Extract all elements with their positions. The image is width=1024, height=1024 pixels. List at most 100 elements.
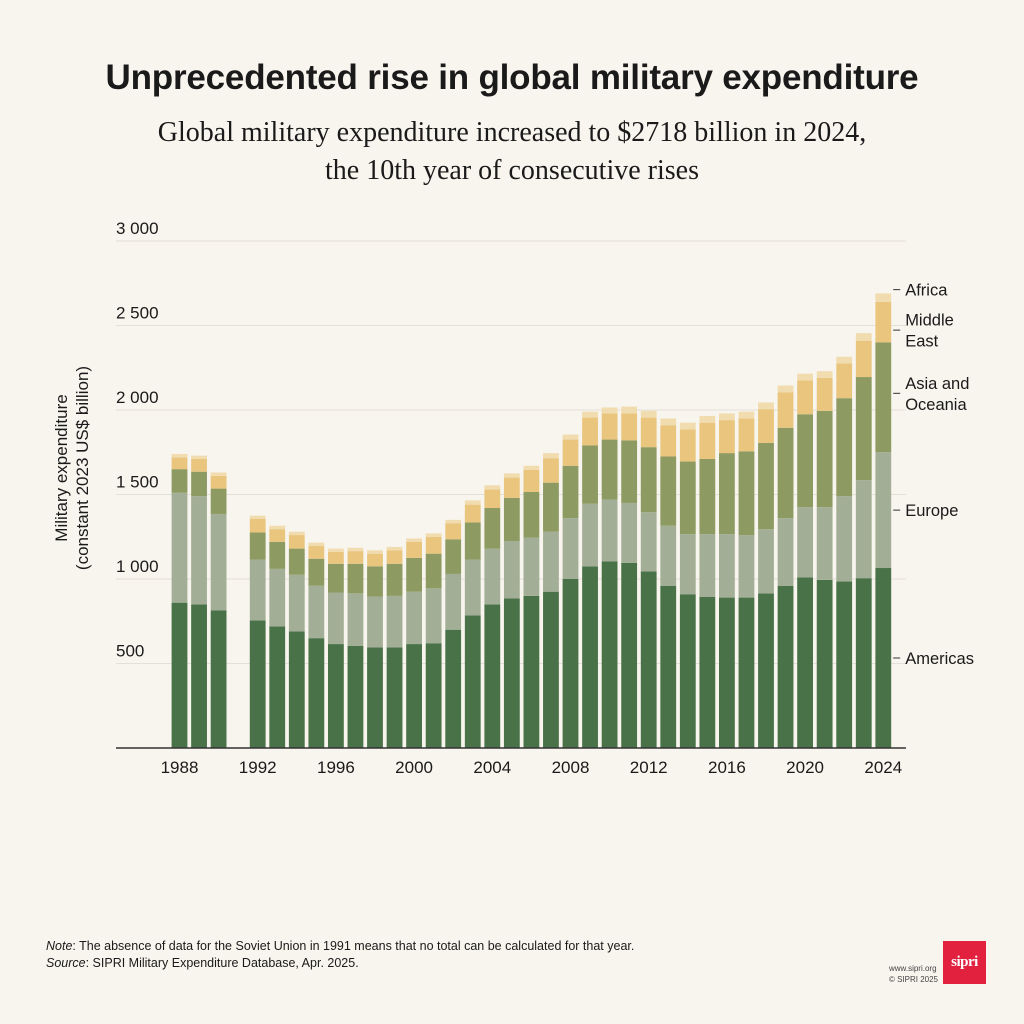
x-tick-label: 2004	[473, 758, 511, 777]
x-tick-label: 1992	[239, 758, 277, 777]
bar-segment-middle-east	[406, 541, 422, 558]
bar-segment-asia-and-oceania	[621, 440, 638, 503]
bar-segment-middle-east	[719, 420, 735, 454]
bar-segment-europe	[582, 503, 598, 567]
x-tick-label: 2008	[552, 758, 590, 777]
bar-segment-africa	[249, 515, 266, 520]
bar-segment-asia-and-oceania	[328, 563, 344, 593]
bar-segment-americas	[367, 647, 383, 748]
bar-segment-middle-east	[464, 504, 481, 523]
bar-segment-asia-and-oceania	[543, 482, 559, 532]
bar-segment-asia-and-oceania	[640, 447, 657, 513]
bar-segment-europe	[699, 534, 716, 597]
bar-segment-americas	[249, 620, 266, 748]
bar-segment-middle-east	[543, 458, 559, 483]
bar-segment-americas	[171, 602, 188, 748]
bar-segment-middle-east	[503, 477, 520, 498]
bar-segment-europe	[543, 531, 559, 592]
bar-segment-middle-east	[484, 489, 501, 509]
chart-subtitle: Global military expenditure increased to…	[62, 114, 962, 190]
bar-segment-americas	[523, 595, 540, 748]
bar-segment-asia-and-oceania	[249, 532, 266, 560]
bar-segment-americas	[191, 604, 207, 748]
bar-segment-americas	[210, 610, 227, 748]
bar-segment-middle-east	[347, 551, 364, 564]
bar-segment-europe	[601, 499, 618, 562]
bar-segment-middle-east	[523, 469, 540, 492]
bar-segment-europe	[679, 534, 696, 595]
bar-segment-europe	[249, 559, 266, 621]
bar-segment-europe	[758, 529, 774, 594]
bar-segment-africa	[582, 411, 598, 418]
bar-segment-middle-east	[679, 429, 696, 462]
bar-segment-middle-east	[640, 417, 657, 448]
bar-segment-asia-and-oceania	[719, 453, 735, 535]
bar-segment-asia-and-oceania	[836, 398, 853, 497]
bar-segment-middle-east	[855, 340, 872, 378]
bar-segment-africa	[855, 333, 872, 341]
bar-segment-americas	[582, 566, 598, 748]
bar-segment-asia-and-oceania	[758, 442, 774, 530]
bar-segment-middle-east	[836, 363, 853, 399]
bar-segment-africa	[797, 373, 813, 381]
bar-segment-asia-and-oceania	[738, 451, 755, 536]
bar-segment-africa	[679, 422, 696, 430]
bar-segment-asia-and-oceania	[269, 541, 286, 569]
bar-segment-europe	[640, 512, 657, 572]
bar-segment-africa	[406, 538, 422, 542]
bar-segment-americas	[288, 631, 305, 748]
bar-segment-asia-and-oceania	[406, 557, 422, 592]
bar-segment-americas	[386, 647, 403, 748]
bar-segment-europe	[171, 492, 188, 603]
bar-segment-asia-and-oceania	[523, 491, 540, 538]
bar-segment-middle-east	[445, 523, 462, 540]
legend-label-middle-east: Middle East	[905, 312, 954, 351]
bar-segment-middle-east	[269, 529, 286, 542]
bar-segment-americas	[816, 579, 833, 748]
bar-segment-americas	[777, 585, 794, 748]
bar-segment-middle-east	[582, 417, 598, 446]
bar-segment-middle-east	[386, 550, 403, 564]
bar-segment-americas	[699, 596, 716, 748]
bar-segment-asia-and-oceania	[660, 456, 677, 526]
y-tick-label: 3 000	[116, 219, 159, 238]
legend-label-europe: Europe	[905, 502, 958, 520]
bar-segment-asia-and-oceania	[582, 445, 598, 504]
subtitle-line-1: Global military expenditure increased to…	[157, 117, 867, 148]
bar-segment-europe	[738, 535, 755, 598]
bar-segment-africa	[464, 500, 481, 505]
bar-segment-americas	[601, 561, 618, 748]
bar-segment-middle-east	[660, 425, 677, 457]
bar-segment-asia-and-oceania	[386, 563, 403, 596]
bar-segment-middle-east	[621, 413, 638, 441]
bar-segment-africa	[699, 415, 716, 423]
bar-segment-middle-east	[367, 553, 383, 567]
bar-segment-americas	[875, 568, 892, 748]
x-tick-label: 2020	[786, 758, 824, 777]
bar-segment-americas	[445, 629, 462, 748]
bar-segment-middle-east	[875, 301, 892, 343]
bar-segment-africa	[660, 418, 677, 426]
bar-segment-europe	[523, 537, 540, 596]
bar-segment-europe	[445, 573, 462, 630]
bar-segment-americas	[308, 638, 325, 748]
bar-segment-europe	[875, 452, 892, 569]
bar-segment-americas	[425, 643, 442, 748]
bar-segment-europe	[777, 518, 794, 586]
bar-segment-europe	[328, 592, 344, 645]
bar-segment-asia-and-oceania	[464, 522, 481, 560]
bar-segment-africa	[777, 385, 794, 393]
bar-segment-europe	[816, 507, 833, 580]
website-link[interactable]: www.sipri.org	[888, 964, 937, 973]
bar-segment-europe	[367, 596, 383, 648]
bar-segment-americas	[679, 594, 696, 748]
bar-segment-asia-and-oceania	[425, 553, 442, 589]
bar-segment-middle-east	[758, 409, 774, 443]
bar-segment-americas	[621, 562, 638, 748]
subtitle-line-2: the 10th year of consecutive rises	[325, 155, 699, 186]
bar-segment-europe	[425, 588, 442, 644]
sipri-logo: sipri	[943, 941, 986, 984]
bar-segment-asia-and-oceania	[484, 508, 501, 549]
bar-segment-africa	[191, 455, 207, 460]
